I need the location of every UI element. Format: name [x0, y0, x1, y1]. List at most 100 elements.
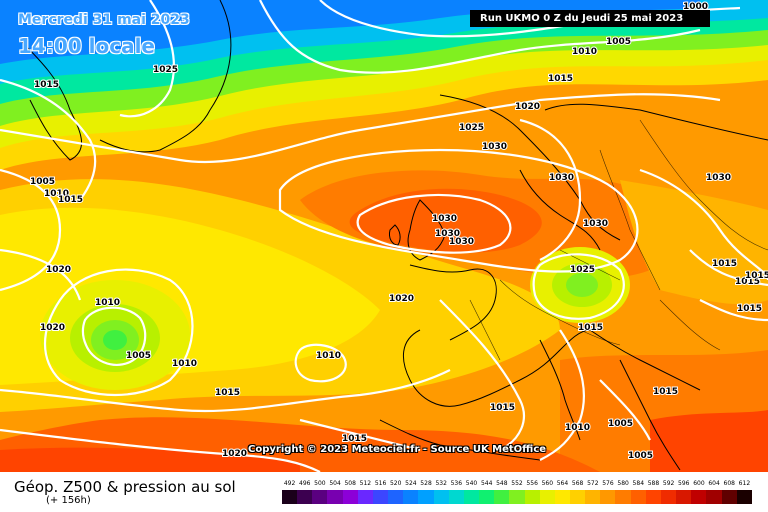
run-info-banner: Run UKMO 0 Z du Jeudi 25 mai 2023	[470, 10, 710, 27]
legend-swatch	[600, 490, 616, 504]
legend-swatch	[509, 490, 525, 504]
isobar-label: 1010	[172, 359, 197, 369]
isobar-label: 1030	[583, 219, 608, 229]
legend-value-label: 492	[283, 480, 296, 487]
isobars	[0, 0, 768, 472]
legend-value-label: 532	[435, 480, 447, 487]
isobar-label: 1020	[46, 265, 71, 275]
legend-value-label: 544	[480, 480, 493, 487]
isobar-label: 1005	[628, 451, 653, 461]
legend-swatch	[463, 490, 480, 504]
forecast-hour: 14:00 locale	[18, 34, 155, 58]
isobar-label: 1015	[735, 277, 760, 287]
color-scale-legend	[282, 490, 752, 504]
isobar-label: 1020	[222, 449, 247, 459]
legend-value-label: 508	[344, 480, 356, 487]
isobar-label: 1030	[432, 214, 457, 224]
legend-value-label: 520	[389, 480, 402, 487]
legend-value-label: 576	[602, 480, 614, 487]
isobar-label: 1025	[459, 123, 484, 133]
legend-value-label: 572	[587, 480, 599, 487]
isobar-label: 1020	[40, 323, 65, 333]
legend-labels: 492 496 500 504 508 512 516 520 524 528 532 536 540 5…	[282, 480, 752, 490]
legend-value-label: 500	[314, 480, 326, 487]
legend-swatch	[630, 490, 646, 504]
isobar-label: 1030	[482, 142, 507, 152]
isobar-label: 1025	[570, 265, 595, 275]
legend-swatch	[494, 490, 510, 504]
legend-value-label: 496	[299, 480, 311, 487]
legend-value-label: 612	[738, 480, 751, 487]
coastlines	[19, 0, 768, 471]
isobar-label: 1015	[490, 403, 515, 413]
legend-swatch	[388, 490, 404, 504]
isobar-label: 1010	[316, 351, 341, 361]
isobar-label: 1015	[737, 304, 762, 314]
legend-swatch	[342, 490, 358, 504]
isobar-label: 1015	[712, 259, 737, 269]
weather-map: 1000100510101015102510151020102510301030…	[0, 0, 768, 472]
legend-value-label: 524	[405, 480, 417, 487]
footer-title: Géop. Z500 & pression au sol	[14, 478, 236, 496]
legend-swatch	[479, 490, 495, 504]
legend-swatch	[297, 490, 313, 504]
legend-swatch	[524, 490, 540, 504]
isobar-label: 1015	[58, 195, 83, 205]
isobar-label: 1015	[745, 271, 768, 281]
z500-field	[0, 0, 768, 472]
isobar-label: 1030	[706, 173, 731, 183]
isobar-label: 1005	[608, 419, 633, 429]
legend-value-label: 504	[329, 480, 341, 487]
legend-value-label: 580	[617, 480, 629, 487]
legend-value-label: 540	[465, 480, 478, 487]
legend-swatch	[433, 490, 449, 504]
legend-swatch	[691, 490, 707, 504]
legend-swatch	[676, 490, 692, 504]
isobar-label: 1010	[572, 47, 597, 57]
legend-value-label: 604	[708, 480, 720, 487]
isobar-label: 1030	[449, 237, 474, 247]
isobar-label: 1010	[44, 189, 69, 199]
legend-value-label: 596	[678, 480, 690, 487]
legend-value-label: 528	[420, 480, 432, 487]
isobar-label: 1005	[606, 37, 631, 47]
legend-value-label: 564	[556, 480, 569, 487]
footer-subtitle: (+ 156h)	[46, 495, 91, 506]
legend-value-label: 584	[632, 480, 645, 487]
legend-value-label: 516	[374, 480, 387, 487]
legend-swatch	[660, 490, 677, 504]
isobar-label: 1030	[435, 229, 460, 239]
legend-value-label: 512	[359, 480, 372, 487]
forecast-date: Mercredi 31 mai 2023	[18, 12, 190, 28]
legend-swatch	[403, 490, 419, 504]
isobar-label: 1015	[548, 74, 573, 84]
legend-value-label: 608	[723, 480, 735, 487]
legend-swatch	[554, 490, 570, 504]
legend-swatch	[615, 490, 631, 504]
country-borders	[469, 119, 768, 361]
isobar-label: 1005	[126, 351, 151, 361]
legend-value-label: 556	[526, 480, 538, 487]
isobar-label: 1010	[565, 423, 590, 433]
isobar-label: 1010	[95, 298, 120, 308]
legend-value-label: 568	[571, 480, 584, 487]
legend-swatch	[706, 490, 722, 504]
legend-value-label: 552	[511, 480, 523, 487]
legend-swatch	[539, 490, 555, 504]
isobar-label: 1020	[389, 294, 414, 304]
isobar-label: 1005	[30, 177, 55, 187]
isobar-label: 1015	[34, 80, 59, 90]
legend-swatch	[312, 490, 328, 504]
legend-swatch	[645, 490, 661, 504]
isobar-label: 1015	[342, 434, 367, 444]
legend-swatch	[357, 490, 373, 504]
legend-swatch	[282, 490, 298, 504]
isobar-labels: 1000100510101015102510151020102510301030…	[29, 1, 768, 462]
legend-swatch	[372, 490, 389, 504]
isobar-label: 1015	[578, 323, 603, 333]
legend-value-label: 588	[647, 480, 660, 487]
copyright-notice: Copyright © 2023 Meteociel.fr - Source U…	[248, 444, 547, 455]
legend-swatch	[585, 490, 601, 504]
isobar-label: 1015	[653, 387, 678, 397]
legend-swatch	[736, 490, 752, 504]
